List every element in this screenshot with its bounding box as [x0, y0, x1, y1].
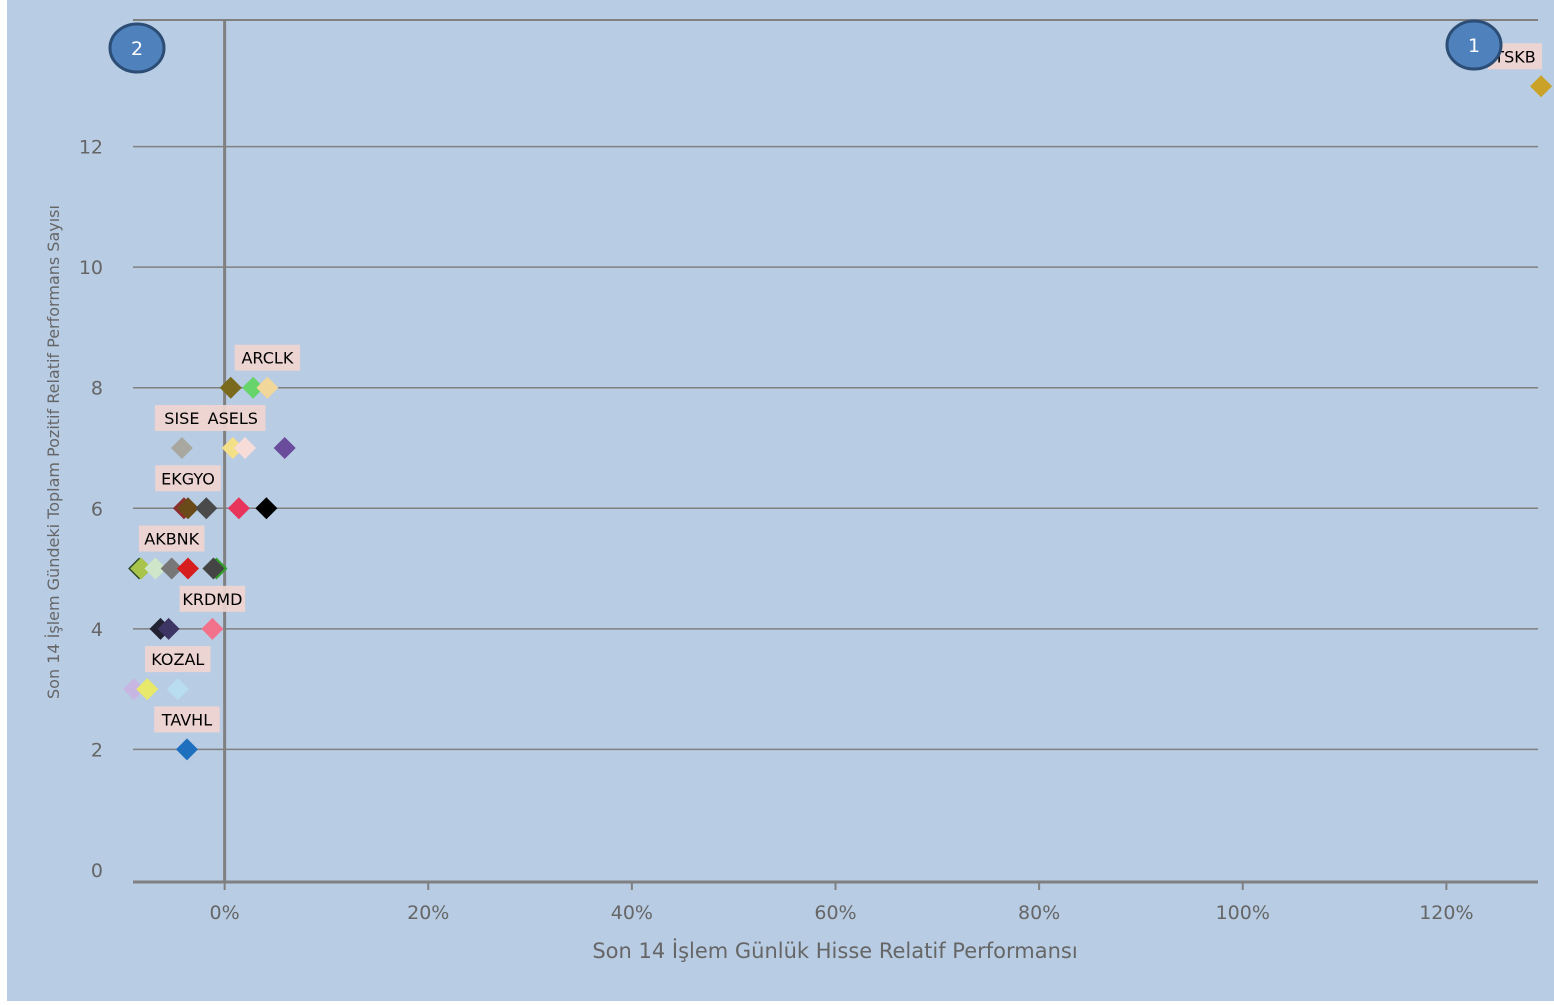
data-point[interactable] [176, 497, 199, 520]
data-point[interactable] [227, 497, 250, 520]
data-point[interactable] [160, 557, 183, 580]
data-point[interactable] [219, 376, 242, 399]
x-axis-title: Son 14 İşlem Günlük Hisse Relatif Perfor… [592, 938, 1077, 963]
quadrant-marker [1445, 19, 1503, 71]
grid-lines [133, 19, 1538, 751]
point-label-bg [200, 404, 266, 431]
y-axis-title: Son 14 İşlem Gündeki Toplam Pozitif Rela… [44, 205, 63, 699]
point-labels: TSKB ARCLK SISE ASELS EKGYO AKBNK KRDMD KOZAL TA… [138, 43, 1542, 733]
data-point[interactable] [202, 557, 225, 580]
scatter-chart: 0 2 4 6 8 10 12 0% 20% 40% 60% 80% 100% 120% TSKB ARCL… [7, 0, 1554, 1001]
point-label: SISE [164, 409, 199, 428]
point-label: TSKB [1493, 47, 1535, 66]
point-label: EKGYO [161, 469, 215, 488]
point-label-bg [155, 465, 221, 492]
data-point[interactable] [123, 678, 146, 701]
data-point[interactable] [166, 678, 189, 701]
x-tick-label: 120% [1419, 902, 1473, 924]
quadrant-markers: 12 [108, 19, 1503, 74]
point-label-bg [179, 585, 246, 612]
data-point[interactable] [130, 557, 153, 580]
quadrant-marker-label: 1 [1468, 35, 1480, 57]
data-point[interactable] [201, 617, 224, 640]
y-tick-label: 2 [91, 739, 103, 761]
data-point[interactable] [221, 436, 244, 459]
point-label-bg [154, 404, 209, 431]
data-points [123, 75, 1553, 761]
y-tick-label: 4 [91, 619, 103, 641]
data-point[interactable] [255, 497, 278, 520]
data-point[interactable] [256, 376, 279, 399]
point-label-bg [234, 344, 301, 371]
data-point[interactable] [273, 436, 296, 459]
point-label: TAVHL [161, 710, 212, 729]
point-label-bg [138, 525, 205, 552]
quadrant-marker [108, 22, 166, 74]
data-point[interactable] [157, 617, 180, 640]
x-tick-label: 0% [210, 902, 240, 924]
quadrant-marker-label: 2 [131, 38, 143, 60]
x-tick-label: 40% [611, 902, 653, 924]
point-label: AKBNK [144, 530, 199, 549]
point-label: ASELS [208, 409, 258, 428]
y-tick-label: 0 [91, 860, 103, 882]
data-point[interactable] [136, 678, 159, 701]
axes [133, 20, 1538, 890]
point-label: KRDMD [182, 590, 242, 609]
data-point[interactable] [176, 557, 199, 580]
data-point[interactable] [144, 557, 167, 580]
data-point[interactable] [233, 436, 256, 459]
data-point[interactable] [195, 497, 218, 520]
data-point[interactable] [175, 738, 198, 761]
x-tick-label: 80% [1018, 902, 1060, 924]
y-tick-label: 6 [91, 498, 103, 520]
data-point[interactable] [1530, 75, 1553, 98]
point-label: ARCLK [241, 349, 293, 368]
x-tick-label: 20% [407, 902, 449, 924]
x-tick-label: 60% [814, 902, 856, 924]
y-tick-label: 12 [79, 137, 103, 159]
point-label-bg [154, 706, 220, 733]
data-point[interactable] [242, 376, 265, 399]
y-tick-label: 8 [91, 378, 103, 400]
point-label: KOZAL [151, 650, 204, 669]
x-tick-label: 100% [1216, 902, 1270, 924]
data-point[interactable] [170, 436, 193, 459]
y-tick-label: 10 [79, 257, 103, 279]
point-label-bg [145, 646, 211, 673]
